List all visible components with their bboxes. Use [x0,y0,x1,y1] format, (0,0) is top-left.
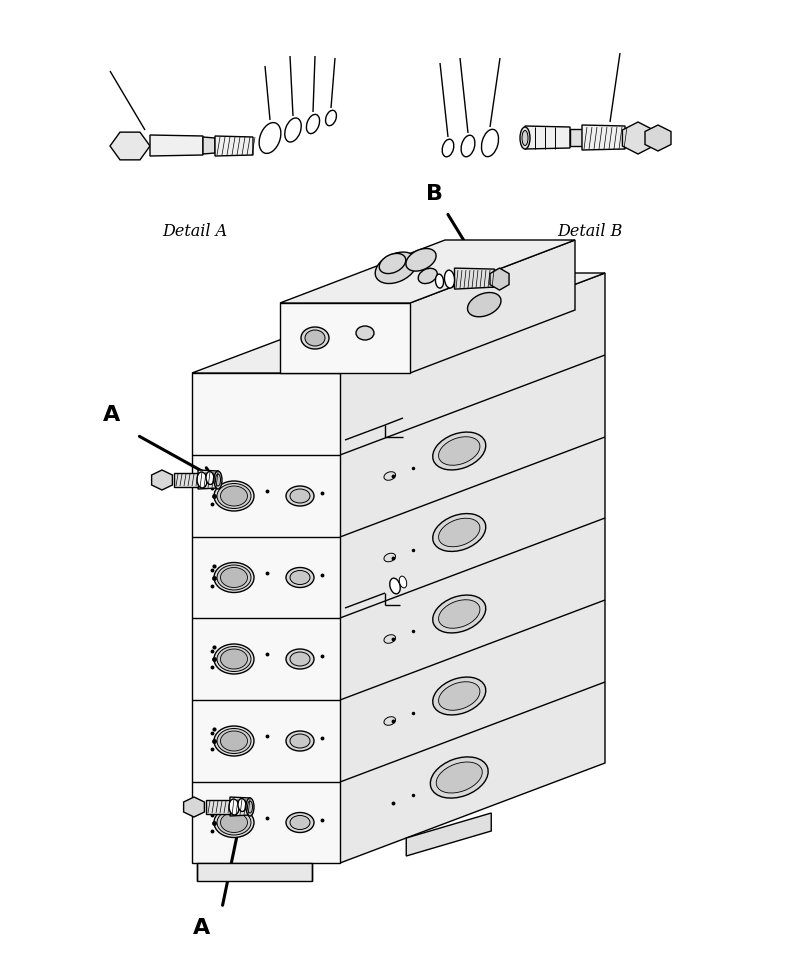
Ellipse shape [247,801,253,813]
Ellipse shape [301,327,329,349]
Ellipse shape [439,437,480,466]
Ellipse shape [384,471,395,480]
Ellipse shape [217,647,251,672]
Ellipse shape [217,729,251,753]
Text: Detail B: Detail B [558,223,623,240]
Ellipse shape [356,326,374,340]
Ellipse shape [220,812,247,832]
Ellipse shape [439,681,480,711]
Ellipse shape [482,130,498,157]
Ellipse shape [215,474,220,486]
Ellipse shape [432,595,485,633]
Ellipse shape [290,734,310,748]
Ellipse shape [217,565,251,590]
Polygon shape [206,800,230,814]
Polygon shape [410,240,575,373]
Polygon shape [490,268,509,290]
Text: A: A [193,918,211,938]
Ellipse shape [220,567,247,588]
Ellipse shape [432,514,485,552]
Polygon shape [280,240,575,303]
Ellipse shape [286,731,314,751]
Ellipse shape [406,249,436,271]
Ellipse shape [467,292,501,317]
Ellipse shape [384,554,395,561]
Ellipse shape [439,518,480,547]
Ellipse shape [214,644,254,674]
Ellipse shape [290,815,310,830]
Polygon shape [230,797,250,816]
Polygon shape [110,133,150,160]
Ellipse shape [390,578,400,593]
Ellipse shape [520,127,530,149]
Ellipse shape [220,649,247,669]
Polygon shape [174,473,198,487]
Ellipse shape [238,799,246,811]
Ellipse shape [214,471,222,489]
Ellipse shape [379,254,406,274]
Ellipse shape [286,567,314,588]
Ellipse shape [286,649,314,669]
Ellipse shape [290,570,310,585]
Ellipse shape [305,330,325,346]
Ellipse shape [214,562,254,592]
Ellipse shape [206,471,214,485]
Ellipse shape [399,576,407,588]
Polygon shape [192,273,605,373]
Ellipse shape [229,799,239,815]
Ellipse shape [307,114,320,134]
Polygon shape [280,303,410,373]
Ellipse shape [246,798,254,816]
Ellipse shape [522,131,528,145]
Ellipse shape [220,731,247,751]
Polygon shape [151,470,173,490]
Polygon shape [455,268,494,289]
Ellipse shape [432,677,485,715]
Polygon shape [570,129,582,146]
Text: B: B [426,184,443,204]
Polygon shape [582,125,625,150]
Ellipse shape [217,810,251,835]
Polygon shape [192,373,340,863]
Ellipse shape [220,486,247,506]
Polygon shape [150,135,203,156]
Ellipse shape [214,481,254,511]
Polygon shape [184,797,204,817]
Polygon shape [203,137,215,154]
Ellipse shape [418,268,437,284]
Ellipse shape [375,252,417,284]
Ellipse shape [214,726,254,756]
Ellipse shape [444,270,455,288]
Ellipse shape [442,139,454,157]
Polygon shape [406,813,491,856]
Ellipse shape [432,432,485,469]
Ellipse shape [197,472,207,488]
Ellipse shape [285,118,301,142]
Polygon shape [645,125,671,151]
Polygon shape [340,273,605,863]
Ellipse shape [290,652,310,666]
Ellipse shape [326,110,337,126]
Polygon shape [215,136,253,156]
Ellipse shape [286,812,314,832]
Ellipse shape [461,136,475,157]
Ellipse shape [217,483,251,508]
Ellipse shape [439,600,480,628]
Polygon shape [197,863,312,881]
Ellipse shape [259,123,281,153]
Ellipse shape [384,635,395,644]
Ellipse shape [214,807,254,837]
Text: A: A [104,405,120,425]
Ellipse shape [286,486,314,506]
Text: Detail A: Detail A [162,223,227,240]
Polygon shape [525,126,570,149]
Polygon shape [623,122,653,154]
Ellipse shape [430,757,488,798]
Ellipse shape [384,716,395,725]
Ellipse shape [290,489,310,503]
Ellipse shape [436,274,444,288]
Polygon shape [198,470,218,489]
Ellipse shape [436,762,482,793]
